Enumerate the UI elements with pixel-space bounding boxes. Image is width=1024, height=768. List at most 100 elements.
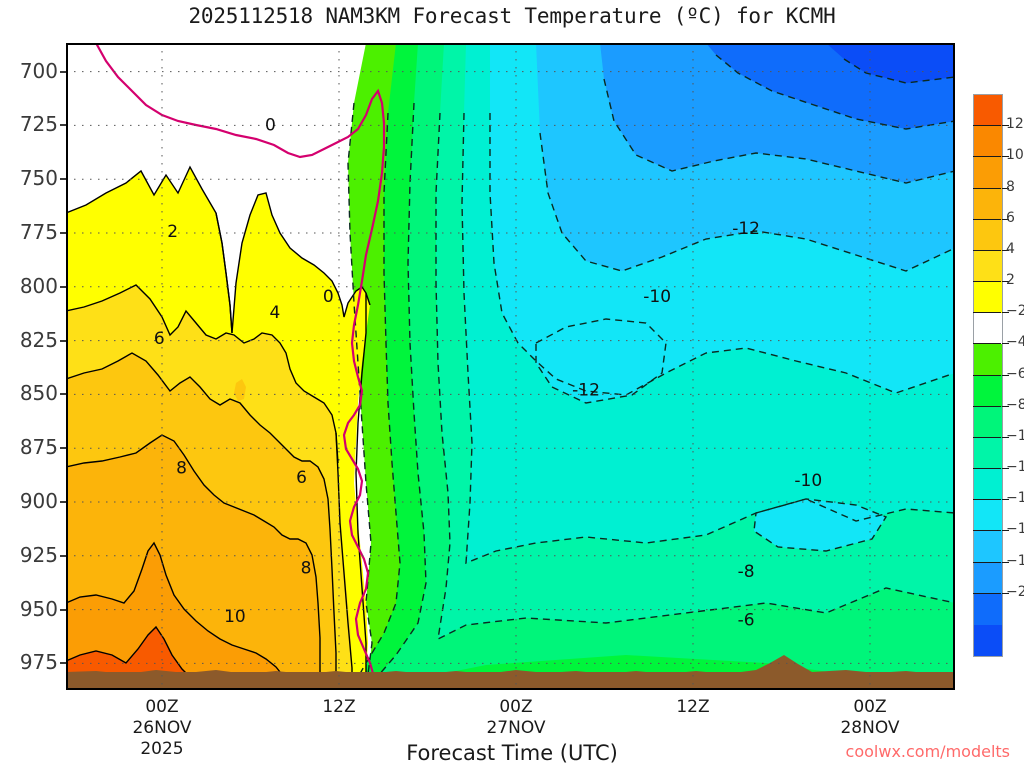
colorbar-band <box>974 375 1002 407</box>
colorbar-tick-mark <box>1002 343 1009 345</box>
colorbar-tick-line <box>973 312 1001 314</box>
colorbar-band <box>974 624 1002 656</box>
colorbar-tick-line <box>973 499 1001 501</box>
y-axis-tick-label: 950 <box>19 596 58 621</box>
colorbar-tick-mark <box>1002 312 1009 314</box>
colorbar <box>973 94 1003 657</box>
y-axis-tick <box>60 554 67 557</box>
colorbar-tick-label: −6 <box>1006 365 1024 382</box>
colorbar-tick-mark <box>1002 281 1009 282</box>
colorbar-tick-line <box>973 281 1001 282</box>
colorbar-tick-label: 8 <box>1006 178 1015 195</box>
negative-contours <box>347 54 955 690</box>
contour-label: -10 <box>643 287 671 307</box>
colorbar-tick-label: −10 <box>1006 427 1024 444</box>
colorbar-tick-line <box>973 592 1001 594</box>
contour-label: -8 <box>738 562 755 582</box>
colorbar-band <box>974 157 1002 189</box>
x-axis-tick-label: 12Z <box>269 697 409 718</box>
contour-label: 10 <box>224 607 246 627</box>
colorbar-band <box>974 126 1002 158</box>
y-axis-tick-label: 775 <box>19 220 58 244</box>
colorbar-tick-mark <box>1002 436 1009 438</box>
colorbar-band <box>974 562 1002 594</box>
y-axis-tick-label: 700 <box>19 58 58 83</box>
colorbar-tick-line <box>973 468 1001 469</box>
colorbar-tick-mark <box>1002 592 1009 594</box>
x-axis-tick-label: 00Z 27NOV <box>446 697 586 739</box>
x-axis-tick-label: 00Z 28NOV <box>800 697 940 739</box>
colorbar-tick-label: 10 <box>1006 147 1024 164</box>
colorbar-band <box>974 95 1002 127</box>
plot-border <box>66 43 955 690</box>
terrain-mask <box>66 655 955 690</box>
colorbar-tick-label: −4 <box>1006 334 1024 351</box>
contour-label: -6 <box>738 610 755 630</box>
colorbar-band <box>974 531 1002 563</box>
y-axis-tick <box>60 339 67 342</box>
colorbar-tick-mark <box>1002 374 1009 376</box>
credit-watermark: coolwx.com/modelts <box>845 742 1010 761</box>
x-tick-date: 26NOV <box>132 718 192 738</box>
x-tick-date: 28NOV <box>840 718 900 738</box>
warm-cell-d <box>240 567 253 585</box>
band-minus12-pocket <box>536 319 666 403</box>
colorbar-tick-label: 6 <box>1006 209 1015 226</box>
colorbar-tick-mark <box>1002 468 1009 469</box>
x-axis-tick-label: 00Z 26NOV 2025 <box>92 697 232 760</box>
colorbar-tick-label: −2 <box>1006 303 1024 320</box>
x-axis-tick-label: 12Z <box>623 697 763 718</box>
temperature-cross-section: 00002244666688881010-12-12-10-10-12-12-1… <box>66 43 955 690</box>
contour-label: 8 <box>301 559 312 579</box>
colorbar-tick-line <box>973 249 1001 251</box>
colorbar-tick-line <box>973 436 1001 438</box>
x-tick-time: 12Z <box>322 697 356 717</box>
x-tick-time: 12Z <box>676 697 710 717</box>
colorbar-tick-label: 2 <box>1006 272 1015 288</box>
contour-label: 6 <box>296 468 307 488</box>
y-axis-tick-label: 925 <box>19 542 58 567</box>
colorbar-tick-line <box>973 405 1001 407</box>
y-axis-tick-label: 800 <box>19 273 58 298</box>
y-axis-tick-label: 850 <box>19 381 58 406</box>
freezing-level-contour <box>95 43 386 690</box>
contour-label: 0 <box>323 287 334 307</box>
y-axis-tick <box>60 285 67 288</box>
colorbar-tick-label: −20 <box>1006 583 1024 600</box>
x-tick-date: 27NOV <box>486 718 546 738</box>
y-axis-tick-label: 825 <box>19 327 58 352</box>
colorbar-tick-line <box>973 156 1001 158</box>
x-tick-time: 00Z <box>145 697 179 717</box>
colorbar-tick-label: −12 <box>1006 459 1024 475</box>
colorbar-band <box>974 250 1002 282</box>
band-minus20 <box>826 43 955 83</box>
colorbar-tick-mark <box>1002 561 1009 563</box>
contour-label: -12 <box>572 381 600 401</box>
x-tick-time: 00Z <box>853 697 887 717</box>
contour-label: 6 <box>154 329 165 349</box>
contour-label: 8 <box>176 458 187 478</box>
contour-labels: 00002244666688881010-12-12-10-10-12-12-1… <box>154 115 822 630</box>
colorbar-tick-line <box>973 561 1001 563</box>
y-axis-tick <box>60 124 67 127</box>
colorbar-tick-mark <box>1002 499 1009 501</box>
contour-label: 0 <box>265 115 276 135</box>
colorbar-tick-label: −14 <box>1006 490 1024 507</box>
plot-area: 00002244666688881010-12-12-10-10-12-12-1… <box>66 43 955 690</box>
colorbar-tick-label: −8 <box>1006 396 1024 413</box>
y-axis-tick <box>60 447 67 450</box>
colorbar-tick-label: −18 <box>1006 552 1024 569</box>
colorbar-tick-mark <box>1002 218 1009 220</box>
y-axis-tick-label: 975 <box>19 650 58 675</box>
colorbar-band <box>974 500 1002 532</box>
colorbar-band <box>974 593 1002 625</box>
y-axis-tick <box>60 393 67 396</box>
y-axis-tick <box>60 232 67 234</box>
colorbar-tick-line <box>973 343 1001 345</box>
colorbar-band <box>974 468 1002 501</box>
colorbar-tick-mark <box>1002 249 1009 251</box>
band-minus10-pocket <box>754 499 886 551</box>
colorbar-tick-mark <box>1002 125 1009 127</box>
colorbar-tick-mark <box>1002 530 1009 532</box>
